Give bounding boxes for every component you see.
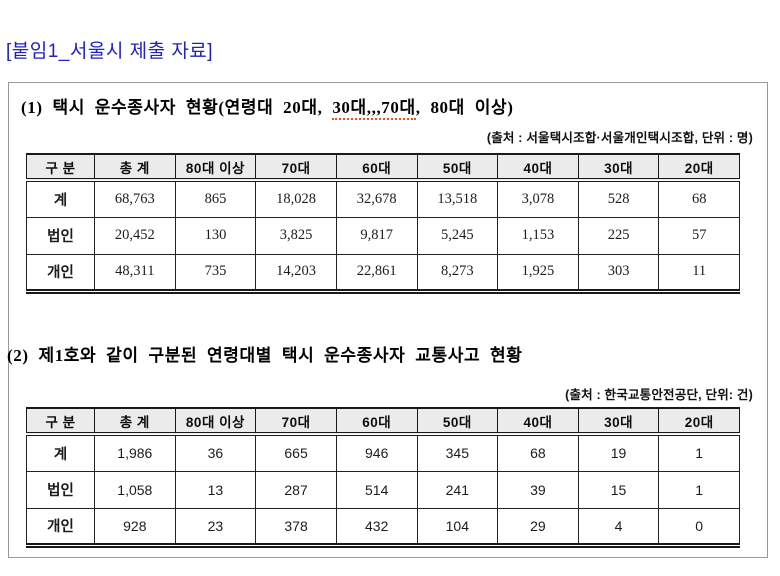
row-label-cell: 개인 <box>26 253 95 292</box>
value-cell: 946 <box>335 433 418 472</box>
header-cell: 20대 <box>658 407 740 436</box>
table-row: 계 1,986 36 665 946 345 68 19 1 <box>26 433 740 472</box>
header-cell: 30대 <box>577 153 660 182</box>
header-cell: 구 분 <box>26 407 95 436</box>
section1-heading: (1) 택시 운수종사자 현황(연령대 20대, 30대,,,70대, 80대 … <box>21 93 514 120</box>
header-cell: 40대 <box>497 153 579 182</box>
value-cell: 1,986 <box>94 433 176 472</box>
value-cell: 378 <box>255 507 337 546</box>
value-cell: 0 <box>658 507 740 546</box>
value-cell: 11 <box>658 253 740 292</box>
value-cell: 735 <box>174 253 257 292</box>
table-row: 개인 928 23 378 432 104 29 4 0 <box>26 507 740 546</box>
value-cell: 23 <box>174 507 257 546</box>
row-label-cell: 계 <box>26 433 95 472</box>
value-cell: 865 <box>174 179 257 218</box>
value-cell: 39 <box>497 470 579 509</box>
header-cell: 80대 이상 <box>174 153 257 182</box>
header-cell: 70대 <box>255 407 337 436</box>
value-cell: 5,245 <box>416 216 499 255</box>
table-row: 개인 48,311 735 14,203 22,861 8,273 1,925 303 11 <box>26 253 740 292</box>
value-cell: 104 <box>416 507 499 546</box>
header-cell: 60대 <box>335 407 418 436</box>
section2-heading-text: (2) 제1호와 같이 구분된 연령대별 택시 운수종사자 교통사고 현황 <box>7 346 523 365</box>
header-cell: 총 계 <box>94 153 176 182</box>
value-cell: 22,861 <box>335 253 418 292</box>
header-cell: 70대 <box>255 153 337 182</box>
table-row: 법인 20,452 130 3,825 9,817 5,245 1,153 225 57 <box>26 216 740 255</box>
header-cell: 20대 <box>658 153 740 182</box>
value-cell: 665 <box>255 433 337 472</box>
value-cell: 18,028 <box>255 179 337 218</box>
header-cell: 총 계 <box>94 407 176 436</box>
spellcheck-underlined-text: 30대,,,70대 <box>332 98 416 120</box>
value-cell: 303 <box>577 253 660 292</box>
section1-heading-tail: , 80대 이상) <box>415 98 514 117</box>
value-cell: 287 <box>255 470 337 509</box>
table-row: 계 68,763 865 18,028 32,678 13,518 3,078 528 68 <box>26 179 740 218</box>
value-cell: 432 <box>335 507 418 546</box>
value-cell: 36 <box>174 433 257 472</box>
value-cell: 29 <box>497 507 579 546</box>
value-cell: 48,311 <box>94 253 176 292</box>
row-label-cell: 개인 <box>26 507 95 546</box>
value-cell: 1 <box>658 433 740 472</box>
value-cell: 528 <box>577 179 660 218</box>
header-cell: 50대 <box>416 407 499 436</box>
header-cell: 60대 <box>335 153 418 182</box>
value-cell: 20,452 <box>94 216 176 255</box>
value-cell: 1,058 <box>94 470 176 509</box>
value-cell: 68,763 <box>94 179 176 218</box>
value-cell: 928 <box>94 507 176 546</box>
value-cell: 32,678 <box>335 179 418 218</box>
value-cell: 8,273 <box>416 253 499 292</box>
value-cell: 225 <box>577 216 660 255</box>
value-cell: 14,203 <box>255 253 337 292</box>
value-cell: 345 <box>416 433 499 472</box>
section2-heading: (2) 제1호와 같이 구분된 연령대별 택시 운수종사자 교통사고 현황 <box>7 341 523 366</box>
page-title: [붙임1_서울시 제출 자료] <box>6 41 214 62</box>
content-border-box: (1) 택시 운수종사자 현황(연령대 20대, 30대,,,70대, 80대 … <box>7 82 768 558</box>
value-cell: 1,153 <box>497 216 579 255</box>
value-cell: 68 <box>497 433 579 472</box>
header-cell: 40대 <box>497 407 579 436</box>
header-cell: 30대 <box>577 407 660 436</box>
header-cell: 80대 이상 <box>174 407 257 436</box>
value-cell: 514 <box>335 470 418 509</box>
row-label-cell: 법인 <box>26 470 95 509</box>
value-cell: 130 <box>174 216 257 255</box>
value-cell: 4 <box>577 507 660 546</box>
table-row: 법인 1,058 13 287 514 241 39 15 1 <box>26 470 740 509</box>
value-cell: 1 <box>658 470 740 509</box>
value-cell: 13 <box>174 470 257 509</box>
value-cell: 19 <box>577 433 660 472</box>
header-cell: 구 분 <box>26 153 95 182</box>
section1-heading-text: (1) 택시 운수종사자 현황(연령대 20대, <box>21 98 333 117</box>
section2-source-note: (출처 : 한국교통안전공단, 단위: 건) <box>565 388 753 402</box>
section1-source-note: (출처 : 서울택시조합·서울개인택시조합, 단위 : 명) <box>486 131 753 145</box>
value-cell: 241 <box>416 470 499 509</box>
value-cell: 15 <box>577 470 660 509</box>
row-label-cell: 계 <box>26 179 95 218</box>
value-cell: 9,817 <box>335 216 418 255</box>
value-cell: 13,518 <box>416 179 499 218</box>
value-cell: 1,925 <box>497 253 579 292</box>
header-cell: 50대 <box>416 153 499 182</box>
value-cell: 57 <box>658 216 740 255</box>
value-cell: 3,825 <box>255 216 337 255</box>
value-cell: 68 <box>658 179 740 218</box>
value-cell: 3,078 <box>497 179 579 218</box>
row-label-cell: 법인 <box>26 216 95 255</box>
